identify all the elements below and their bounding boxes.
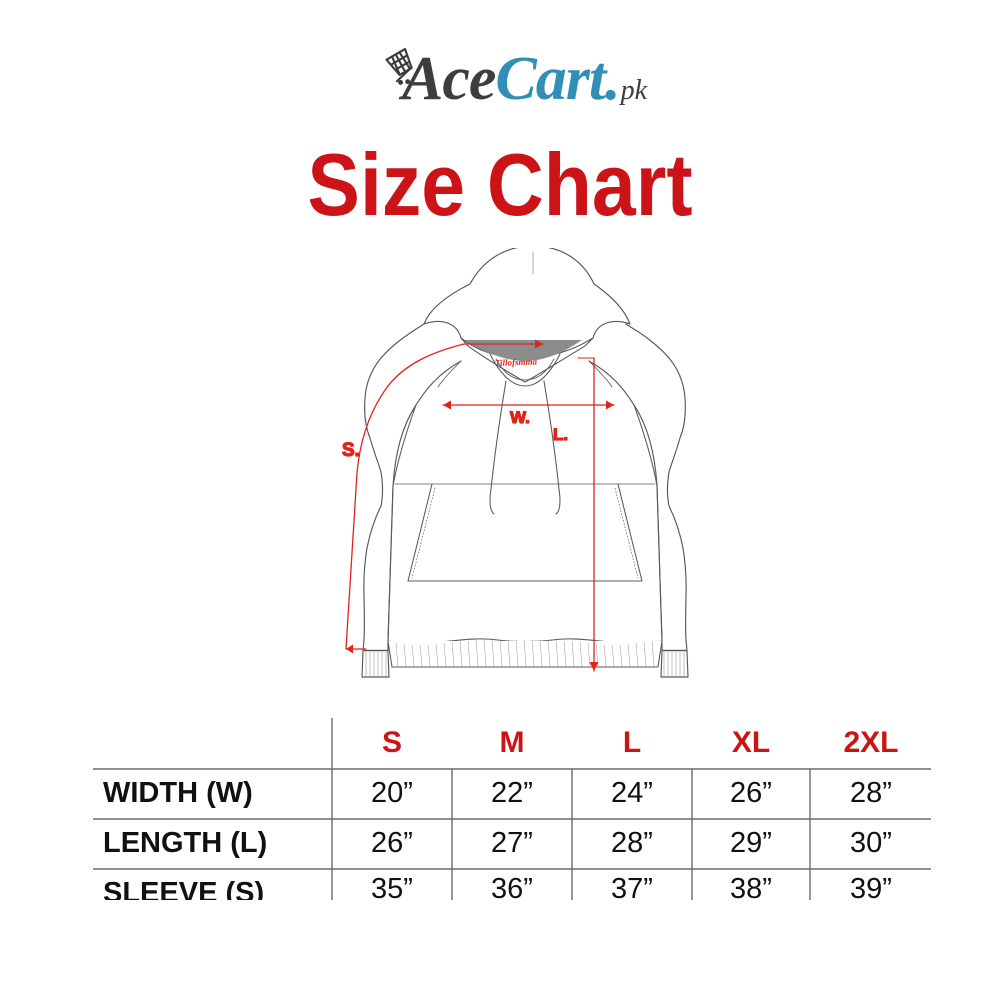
svg-text:36”: 36” bbox=[491, 873, 533, 900]
svg-text:30”: 30” bbox=[850, 827, 892, 859]
svg-text:39”: 39” bbox=[850, 873, 892, 900]
svg-text:S.: S. bbox=[342, 440, 360, 461]
svg-text:XL: XL bbox=[732, 726, 770, 759]
svg-text:28”: 28” bbox=[850, 777, 892, 809]
svg-text:29”: 29” bbox=[730, 827, 772, 859]
svg-text:WIDTH (W): WIDTH (W) bbox=[103, 777, 253, 809]
svg-text:L: L bbox=[623, 726, 641, 759]
svg-text:28”: 28” bbox=[611, 827, 653, 859]
svg-text:W.: W. bbox=[510, 408, 530, 427]
svg-text:26”: 26” bbox=[730, 777, 772, 809]
svg-text:26”: 26” bbox=[371, 827, 413, 859]
svg-text:2XL: 2XL bbox=[843, 726, 898, 759]
svg-text:S: S bbox=[382, 726, 402, 759]
svg-text:22”: 22” bbox=[491, 777, 533, 809]
svg-text:20”: 20” bbox=[371, 777, 413, 809]
svg-text:38”: 38” bbox=[730, 873, 772, 900]
svg-text:27”: 27” bbox=[491, 827, 533, 859]
svg-text:M: M bbox=[500, 726, 525, 759]
svg-text:37”: 37” bbox=[611, 873, 653, 900]
svg-text:LENGTH (L): LENGTH (L) bbox=[103, 827, 267, 859]
svg-text:L.: L. bbox=[553, 425, 568, 444]
svg-text:24”: 24” bbox=[611, 777, 653, 809]
svg-text:35”: 35” bbox=[371, 873, 413, 900]
svg-text:SLEEVE (S): SLEEVE (S) bbox=[103, 877, 264, 900]
svg-text:Tillofsmma: Tillofsmma bbox=[495, 357, 538, 368]
